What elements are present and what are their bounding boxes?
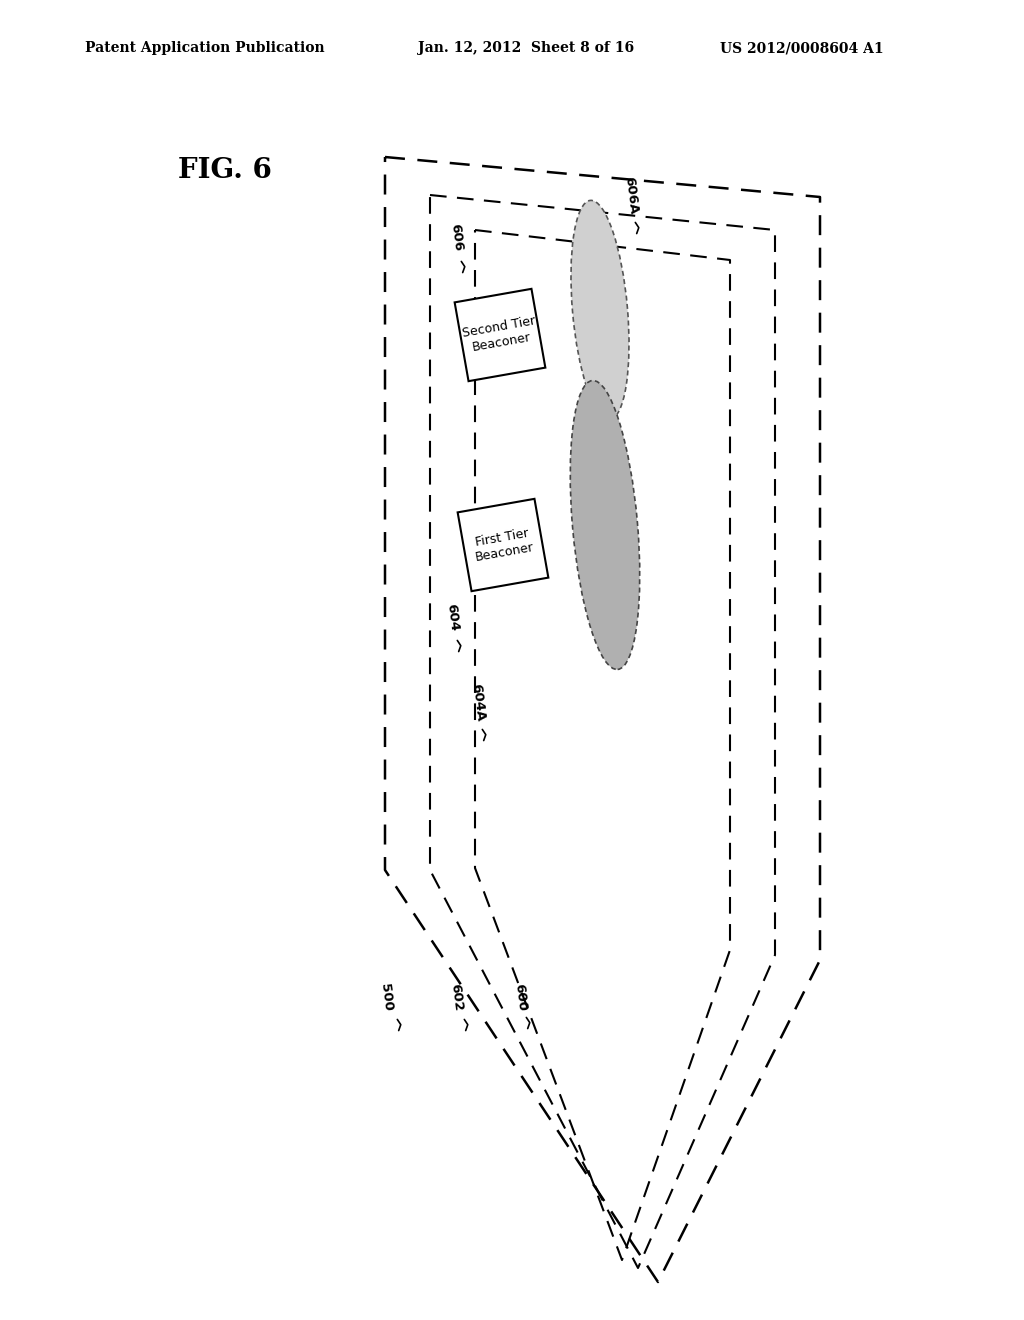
Text: Second Tier
Beaconer: Second Tier Beaconer [461,314,539,355]
Ellipse shape [571,201,629,420]
Text: Patent Application Publication: Patent Application Publication [85,41,325,55]
Ellipse shape [570,380,640,669]
Text: 606: 606 [449,223,464,252]
Text: First Tier
Beaconer: First Tier Beaconer [471,527,535,564]
Text: FIG. 6: FIG. 6 [178,157,272,183]
Text: 600: 600 [512,983,528,1012]
Text: 604: 604 [444,603,460,632]
Text: US 2012/0008604 A1: US 2012/0008604 A1 [720,41,884,55]
Text: 602: 602 [449,983,464,1012]
Text: 604A: 604A [469,682,486,722]
Text: 500: 500 [378,983,394,1012]
Bar [458,499,549,591]
Text: Jan. 12, 2012  Sheet 8 of 16: Jan. 12, 2012 Sheet 8 of 16 [418,41,634,55]
Text: 606A: 606A [622,176,640,215]
Bar [455,289,546,381]
